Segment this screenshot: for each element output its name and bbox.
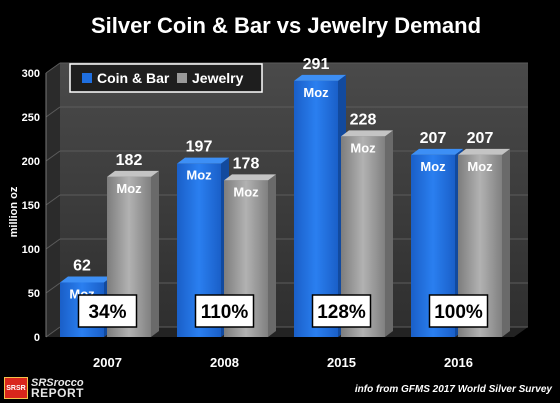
data-label-unit: Moz: [116, 181, 142, 196]
y-tick-label: 150: [22, 200, 40, 212]
bar-side: [385, 130, 393, 337]
data-label-value: 228: [350, 111, 377, 128]
y-tick-label: 0: [34, 332, 40, 344]
ratio-label: 34%: [88, 302, 126, 323]
data-label-unit: Moz: [233, 184, 259, 199]
data-label-unit: Moz: [467, 159, 493, 174]
logo-line2: REPORT: [31, 386, 85, 400]
data-label-value: 207: [420, 130, 447, 147]
ratio-label: 100%: [434, 302, 483, 323]
gridline-side: [45, 282, 61, 294]
bar-top: [458, 148, 510, 155]
ratio-box: [428, 294, 489, 328]
bar-top: [177, 157, 229, 164]
data-label-value: 207: [467, 130, 494, 147]
data-label-unit: Moz: [303, 85, 329, 100]
bar-side: [151, 170, 159, 337]
data-label-value: 182: [116, 152, 143, 169]
logo-line1: SRSrocco: [31, 377, 84, 389]
logo-text: SRSrocco REPORT: [31, 377, 85, 400]
source-note: info from GFMS 2017 World Silver Survey: [354, 384, 552, 395]
bar-top: [411, 148, 463, 155]
data-label-value: 62: [73, 257, 91, 274]
x-tick-label: 2015: [327, 355, 356, 370]
legend-box: [69, 63, 263, 93]
x-tick-label: 2007: [93, 355, 122, 370]
plot-area: 0 50 100 150 200 250 300 62 Moz 182 Moz 34% 2007 197 M…: [22, 56, 528, 370]
ratio-label: 110%: [201, 302, 249, 323]
data-label-value: 197: [186, 139, 213, 156]
ratio-box: [311, 294, 372, 328]
data-label-unit: Moz: [420, 159, 446, 174]
bar-top: [60, 276, 112, 283]
bar-side: [268, 174, 276, 337]
x-tick-label: 2008: [210, 355, 239, 370]
chart-title: Silver Coin & Bar vs Jewelry Demand: [91, 13, 481, 38]
gridline-side: [45, 150, 61, 162]
legend-label: Coin & Bar: [97, 70, 170, 86]
data-label-unit: Moz: [186, 168, 212, 183]
gridline-side: [45, 194, 61, 206]
gridline-side: [45, 106, 61, 118]
y-tick-label: 100: [22, 244, 40, 256]
gridline-side: [45, 238, 61, 250]
legend-label: Jewelry: [192, 70, 244, 86]
ratio-box: [77, 294, 138, 328]
y-tick-label: 250: [22, 112, 40, 124]
y-tick-label: 300: [22, 68, 40, 80]
ratio-label: 128%: [317, 302, 366, 323]
bar-side: [502, 148, 510, 337]
y-axis-label: million oz: [8, 186, 20, 237]
y-tick-label: 50: [28, 288, 40, 300]
y-tick-label: 200: [22, 156, 40, 168]
bar-top: [294, 74, 346, 81]
data-label-value: 291: [303, 56, 330, 73]
gridline-side: [45, 326, 61, 338]
srsrocco-logo: SRSR SRSrocco REPORT: [4, 376, 84, 400]
bar-top: [107, 170, 159, 177]
legend-swatch: [177, 73, 187, 83]
legend-swatch: [82, 73, 92, 83]
bar-top: [224, 174, 276, 181]
legend: Coin & Bar Jewelry: [69, 63, 263, 93]
data-label-unit: Moz: [350, 140, 376, 155]
gridline-side: [45, 62, 61, 74]
x-tick-label: 2016: [444, 355, 473, 370]
ratio-box: [194, 294, 255, 328]
logo-badge: SRSR: [4, 377, 28, 399]
bar-top: [341, 130, 393, 137]
data-label-value: 178: [233, 155, 260, 172]
plot-floor: [46, 327, 528, 337]
